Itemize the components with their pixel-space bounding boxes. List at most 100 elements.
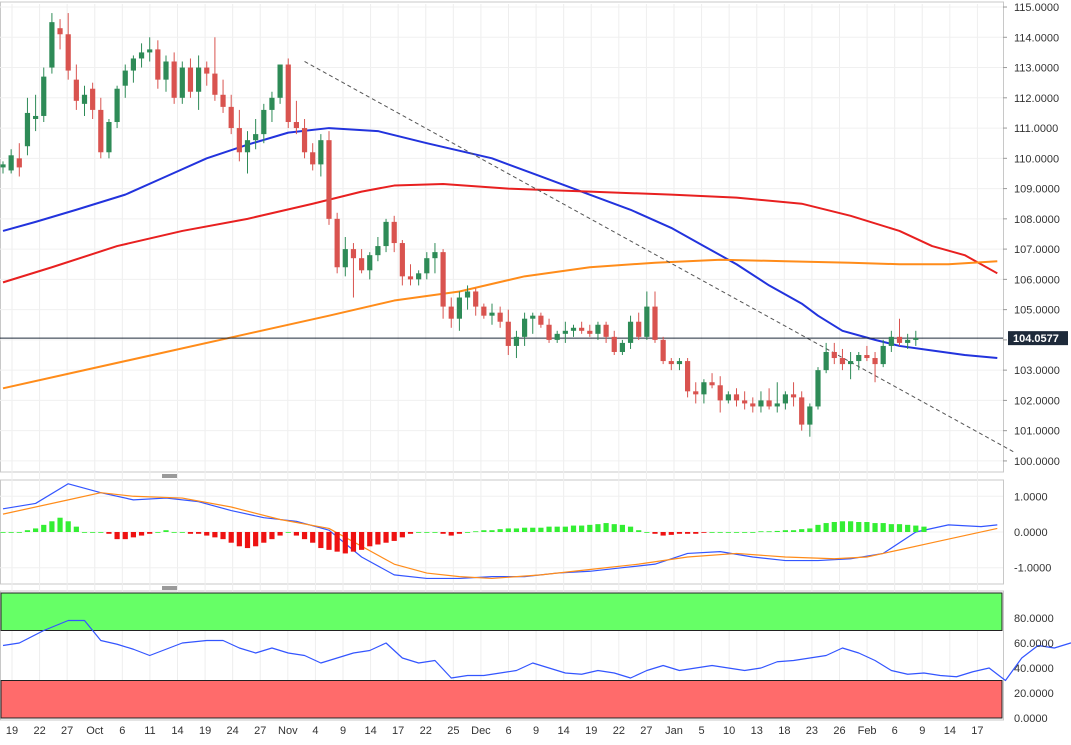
candle-body bbox=[383, 221, 389, 247]
x-tick-label: 17 bbox=[392, 725, 404, 737]
macd-histogram-bar bbox=[489, 530, 495, 532]
candle-body bbox=[554, 333, 560, 340]
x-tick-label: 19 bbox=[585, 725, 597, 737]
rsi-line bbox=[2, 619, 1071, 682]
candle-body bbox=[676, 361, 683, 365]
current-price-badge bbox=[1008, 331, 1068, 346]
candle-body bbox=[627, 321, 634, 343]
candle-body bbox=[342, 249, 348, 268]
macd-histogram-bar bbox=[416, 532, 422, 533]
x-tick-label: 11 bbox=[144, 725, 155, 737]
macd-histogram-bar bbox=[513, 528, 520, 532]
candle-body bbox=[750, 403, 756, 407]
candle-body bbox=[546, 324, 552, 340]
price-y-tick-label: 114.0000 bbox=[1014, 32, 1059, 44]
candle-body bbox=[790, 394, 797, 398]
macd-histogram-bar bbox=[562, 526, 568, 532]
macd-histogram-bar bbox=[685, 532, 691, 534]
macd-histogram-bar bbox=[375, 532, 381, 545]
macd-histogram-bar bbox=[138, 532, 145, 536]
candle-body bbox=[0, 164, 6, 168]
macd-histogram-bar bbox=[326, 532, 332, 550]
indicator-lines bbox=[0, 61, 1071, 682]
candle-body bbox=[831, 351, 837, 359]
candle-body bbox=[65, 34, 71, 71]
macd-histogram-bar bbox=[864, 522, 870, 532]
macd-histogram-bar bbox=[611, 524, 617, 532]
candle-body bbox=[782, 394, 788, 404]
macd-histogram-bar bbox=[155, 532, 161, 533]
rsi-y-tick-label: 80.0000 bbox=[1014, 613, 1054, 625]
macd-histogram-bar bbox=[310, 532, 316, 543]
macd-histogram-bar bbox=[546, 526, 552, 532]
macd-histogram-bar bbox=[33, 528, 39, 532]
candle-body bbox=[261, 109, 267, 135]
macd-histogram-bar bbox=[293, 532, 299, 536]
candle-body bbox=[416, 273, 422, 280]
candle-body bbox=[522, 318, 528, 337]
x-tick-label: 14 bbox=[364, 725, 376, 737]
x-tick-label: Oct bbox=[86, 725, 103, 737]
candle-body bbox=[774, 403, 780, 407]
macd-histogram-bar bbox=[106, 532, 112, 534]
macd-histogram-bar bbox=[774, 530, 780, 532]
candles bbox=[0, 13, 919, 437]
macd-histogram-bar bbox=[464, 532, 471, 533]
candle-body bbox=[16, 158, 22, 168]
macd-histogram-bar bbox=[269, 532, 275, 540]
moving-average-line bbox=[2, 127, 998, 360]
macd-histogram-bar bbox=[253, 532, 259, 547]
current-price-label: 104.0577 bbox=[1013, 333, 1059, 345]
macd-histogram-bar bbox=[179, 532, 185, 533]
macd-histogram-bar bbox=[24, 530, 31, 532]
macd-histogram-bar bbox=[196, 532, 202, 534]
price-y-tick-label: 106.0000 bbox=[1014, 274, 1060, 286]
macd-histogram-bar bbox=[342, 532, 348, 554]
rsi-y-tick-label: 60.0000 bbox=[1014, 638, 1054, 650]
macd-histogram-bar bbox=[815, 524, 821, 532]
candle-body bbox=[171, 61, 177, 98]
price-y-tick-label: 105.0000 bbox=[1014, 305, 1060, 317]
candle-body bbox=[693, 391, 699, 395]
candle-body bbox=[57, 28, 63, 35]
x-tick-label: 24 bbox=[227, 725, 239, 737]
macd-histogram-bar bbox=[725, 532, 731, 533]
macd-histogram-bar bbox=[627, 526, 634, 532]
candle-body bbox=[595, 324, 601, 334]
macd-histogram-bar bbox=[220, 532, 226, 540]
candle-body bbox=[147, 49, 153, 53]
candle-body bbox=[668, 361, 674, 365]
x-tick-label: 9 bbox=[919, 725, 925, 737]
candle-body bbox=[24, 112, 31, 147]
candle-body bbox=[880, 345, 886, 365]
candle-body bbox=[236, 128, 242, 153]
x-tick-label: 18 bbox=[778, 725, 790, 737]
macd-histogram-bar bbox=[130, 532, 136, 538]
candle-body bbox=[489, 312, 495, 316]
macd-histogram-bar bbox=[913, 525, 919, 532]
candle-body bbox=[513, 336, 520, 346]
macd-histogram-bar bbox=[65, 521, 71, 532]
x-tick-label: 19 bbox=[6, 725, 18, 737]
x-tick-label: 23 bbox=[806, 725, 818, 737]
candle-body bbox=[310, 152, 316, 165]
macd-histogram-bar bbox=[733, 532, 740, 533]
candle-body bbox=[807, 406, 813, 425]
x-tick-label: 6 bbox=[892, 725, 898, 737]
candle-body bbox=[318, 140, 324, 165]
macd-histogram-bar bbox=[693, 532, 699, 534]
x-tick-label: 4 bbox=[312, 725, 318, 737]
macd-histogram-bar bbox=[440, 532, 446, 534]
panel-frame-rsi bbox=[0, 590, 1004, 721]
candle-body bbox=[367, 255, 373, 271]
macd-histogram-bar bbox=[880, 523, 886, 532]
candle-body bbox=[375, 246, 381, 256]
macd-histogram-bar bbox=[831, 522, 837, 532]
candle-body bbox=[391, 221, 397, 244]
macd-histogram-bar bbox=[619, 524, 625, 532]
candle-body bbox=[399, 243, 405, 277]
price-y-tick-label: 110.0000 bbox=[1014, 153, 1059, 165]
x-tick-label: Feb bbox=[858, 725, 877, 737]
macd-histogram-bar bbox=[848, 521, 854, 532]
candle-body bbox=[823, 351, 829, 371]
